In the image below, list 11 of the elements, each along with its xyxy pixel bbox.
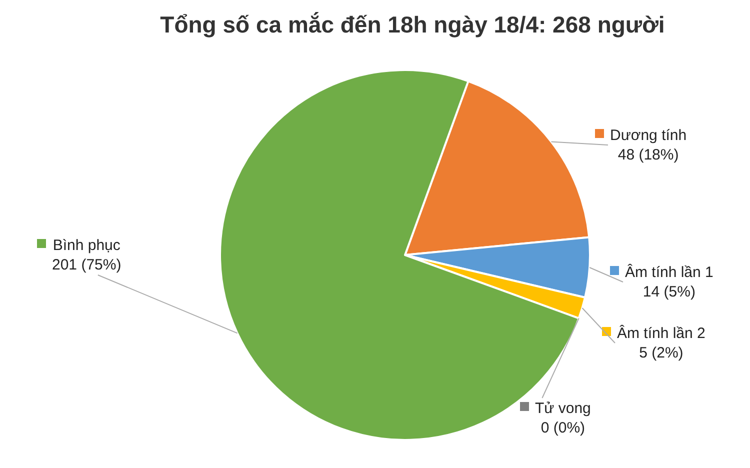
legend-label: Bình phục bbox=[52, 237, 121, 254]
data-label: 5 (2%) bbox=[639, 344, 684, 362]
text: 0 (0%) bbox=[540, 420, 586, 436]
legend-label: Âm tính lần 1 bbox=[625, 263, 714, 281]
legend-label: Tử vong bbox=[535, 400, 591, 417]
data-label: 14 (5%) bbox=[642, 284, 696, 300]
legend-label: Âm tính lần 2 bbox=[617, 324, 706, 342]
chart-title: Tổng số ca mắc đến 18h ngày 18/4: 268 người bbox=[160, 11, 665, 38]
data-label: 48 (18%) bbox=[618, 146, 679, 164]
legend-label: Dương tính bbox=[610, 127, 687, 144]
data-label: 201 (75%) bbox=[52, 256, 122, 274]
